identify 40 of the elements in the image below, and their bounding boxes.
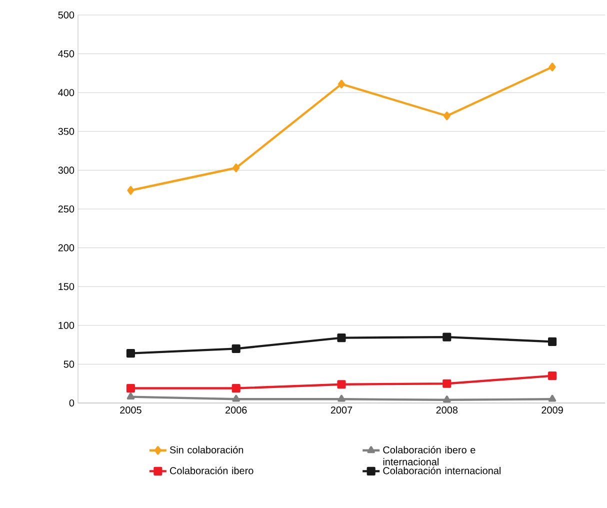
point — [126, 384, 135, 393]
x-tick-label: 2007 — [330, 406, 352, 414]
y-tick-label: 50 — [64, 360, 74, 368]
x-tick-label: 2006 — [226, 406, 247, 414]
point — [127, 186, 134, 195]
point — [443, 396, 451, 403]
point — [126, 392, 135, 400]
point — [232, 344, 240, 353]
point — [338, 394, 346, 402]
y-tick-label: 0 — [69, 399, 74, 407]
point — [232, 164, 240, 172]
x-tick-label: 2008 — [436, 406, 458, 414]
point — [548, 372, 557, 380]
legend-label: Colaboración internacional — [383, 466, 501, 474]
point — [337, 334, 346, 342]
point — [126, 349, 135, 358]
y-tick-label: 400 — [58, 89, 74, 96]
y-tick-label: 450 — [58, 50, 74, 58]
y-tick-label: 300 — [58, 166, 74, 174]
y-tick-label: 100 — [58, 322, 74, 329]
y-tick-label: 200 — [58, 244, 74, 252]
point — [548, 337, 557, 346]
legend-label: Sin colaboración — [170, 446, 244, 454]
point — [548, 394, 556, 402]
legend-label: Colaboración ibero e internacional — [383, 446, 476, 466]
y-tick-label: 350 — [58, 128, 74, 135]
x-tick-label: 2005 — [120, 406, 142, 414]
point — [338, 80, 345, 88]
point — [232, 384, 240, 393]
x-tick-label: 2009 — [542, 406, 563, 414]
point — [442, 379, 452, 388]
y-tick-label: 500 — [58, 11, 74, 19]
y-tick-label: 250 — [58, 205, 74, 213]
point — [443, 112, 450, 120]
point — [442, 332, 452, 342]
legend-label: Colaboración ibero — [170, 466, 254, 474]
point — [548, 62, 556, 72]
y-tick-label: 150 — [58, 283, 74, 290]
point — [232, 394, 240, 402]
point — [337, 380, 346, 389]
